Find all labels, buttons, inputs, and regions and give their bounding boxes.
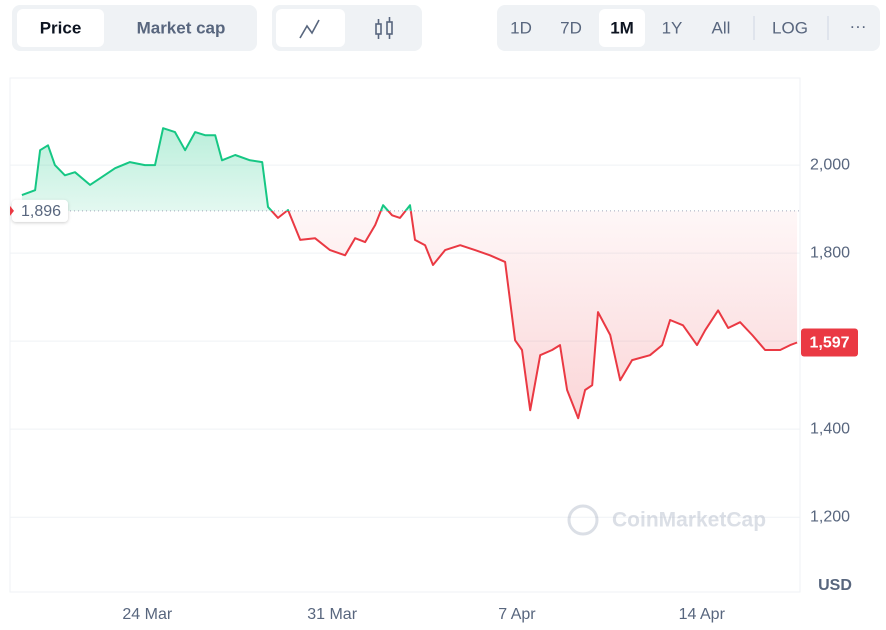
x-tick-label: 24 Mar [122, 606, 172, 623]
tab-active-bg [17, 9, 104, 47]
tab[interactable]: Price [40, 18, 82, 37]
tab[interactable]: Market cap [137, 18, 226, 37]
candle-icon[interactable] [375, 17, 393, 39]
current-price-tag [801, 328, 858, 357]
y-tick-label: 2,000 [810, 156, 850, 173]
plot-frame [9, 77, 801, 593]
x-tick-label: 31 Mar [307, 606, 357, 623]
range-active-bg [599, 9, 645, 47]
log-button[interactable]: LOG [772, 18, 808, 37]
reference-tag [12, 199, 68, 222]
reference-pointer [10, 205, 14, 216]
reference-label: 1,896 [21, 203, 61, 220]
range-group [497, 5, 880, 51]
x-tick-label: 14 Apr [679, 606, 726, 623]
price-line [21, 127, 798, 420]
unit-label: USD [818, 577, 852, 594]
watermark: CoinMarketCap [567, 504, 766, 536]
y-tick-label: 1,400 [810, 420, 850, 437]
range-button[interactable]: All [712, 18, 731, 37]
range-button[interactable]: 7D [560, 18, 582, 37]
line-chart-button[interactable] [276, 9, 345, 47]
line-icon [299, 19, 320, 39]
current-price-label: 1,597 [809, 335, 849, 352]
range-button[interactable]: 1D [510, 18, 532, 37]
y-tick-label: 1,800 [810, 244, 850, 261]
more-button[interactable]: ··· [850, 16, 867, 35]
area-fill [21, 128, 798, 419]
toolbar: LOG ··· Price Market cap 1D 7D 1M 1Y All [12, 5, 880, 51]
x-tick-label: 7 Apr [498, 606, 536, 623]
range-button[interactable]: 1M [610, 18, 634, 37]
range-button[interactable]: 1Y [662, 18, 683, 37]
y-tick-label: 1,200 [810, 508, 850, 525]
watermark-text: CoinMarketCap [612, 509, 766, 532]
